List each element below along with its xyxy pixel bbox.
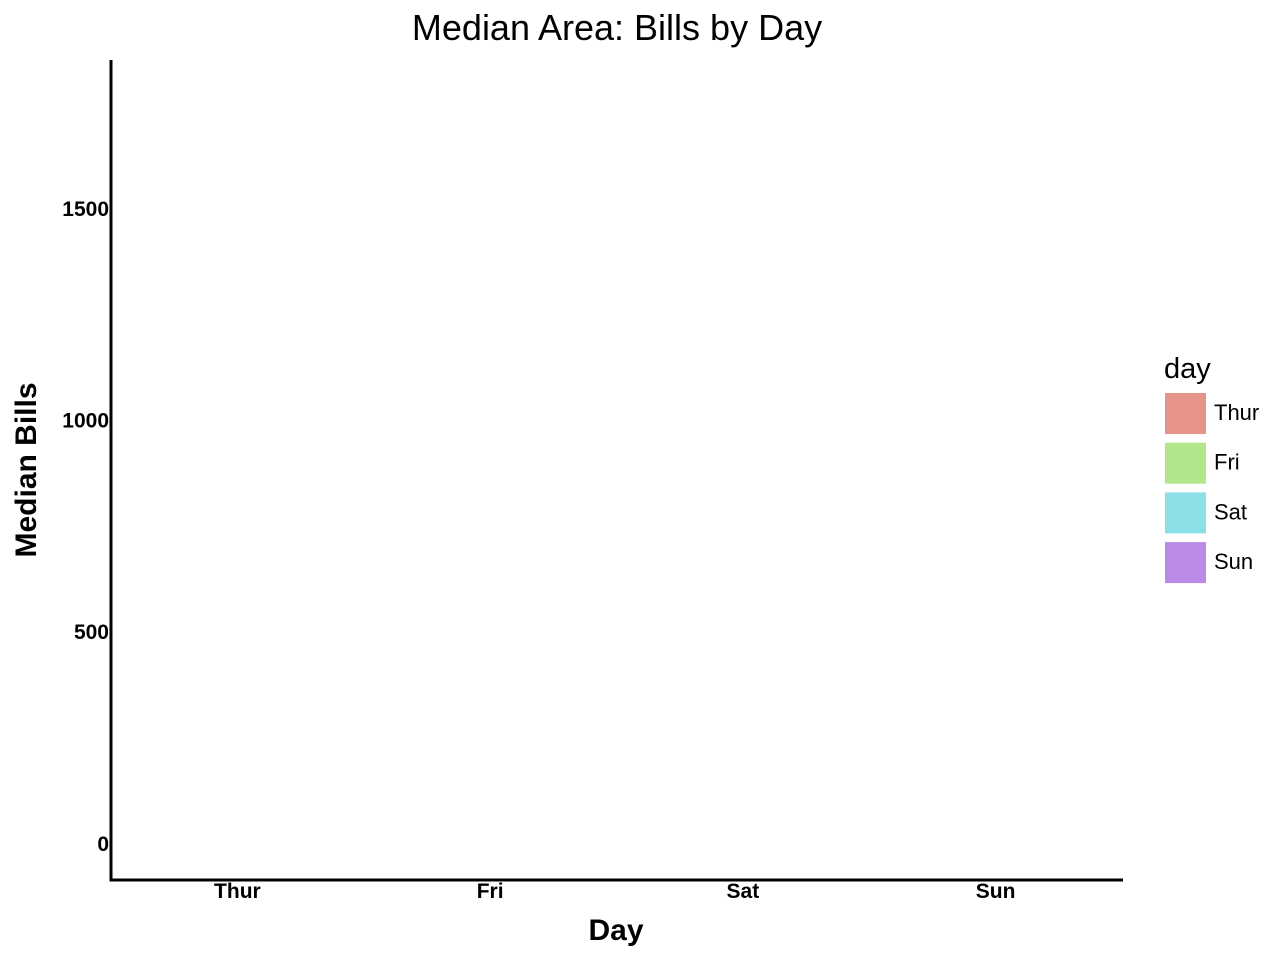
legend-label: Sat (1214, 499, 1247, 524)
x-axis-title: Day (588, 914, 643, 947)
y-tick-label: 500 (74, 621, 109, 644)
legend-swatch (1165, 542, 1206, 584)
x-tick-label: Sat (727, 880, 760, 903)
legend-items: Thur Fri Sat Sun (1165, 393, 1259, 584)
chart-title: Median Area: Bills by Day (412, 7, 822, 48)
legend: day Thur Fri Sat Sun (1164, 353, 1259, 584)
y-tick-label: 1500 (62, 198, 109, 221)
legend-swatch (1165, 393, 1206, 434)
legend-item-sat: Sat (1165, 492, 1247, 534)
legend-label: Fri (1214, 450, 1240, 475)
x-tick-label: Thur (214, 880, 261, 903)
legend-label: Thur (1214, 400, 1259, 425)
x-tick-labels: Thur Fri Sat Sun (214, 880, 1015, 903)
legend-item-thur: Thur (1165, 393, 1259, 434)
legend-item-sun: Sun (1165, 542, 1253, 584)
legend-title: day (1164, 353, 1211, 385)
legend-item-fri: Fri (1165, 442, 1240, 484)
x-tick-label: Fri (477, 880, 504, 903)
legend-label: Sun (1214, 549, 1253, 574)
y-tick-label: 1000 (62, 410, 109, 433)
y-tick-label: 0 (97, 833, 109, 856)
y-axis-title: Median Bills (10, 382, 43, 557)
x-tick-label: Sun (976, 880, 1016, 903)
legend-swatch (1165, 442, 1206, 484)
legend-swatch (1165, 492, 1206, 534)
y-tick-labels: 0 500 1000 1500 (62, 198, 109, 856)
